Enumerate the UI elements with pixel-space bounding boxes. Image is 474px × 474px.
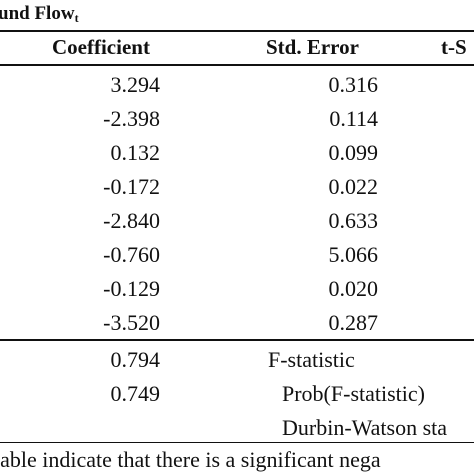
coefficient-cell: -2.398 (103, 106, 160, 131)
f-statistic-label: F-statistic (268, 347, 355, 372)
coefficient-cell: 3.294 (110, 72, 161, 97)
std-error-cell: 0.020 (328, 276, 379, 301)
r-squared-value: 0.794 (110, 347, 161, 372)
std-error-cell: 0.022 (328, 174, 379, 199)
header-rule (0, 64, 474, 66)
std-error-cell: 0.316 (328, 72, 379, 97)
coefficient-cell: 0.132 (110, 140, 161, 165)
std-error-cell: 0.099 (328, 140, 379, 165)
std-error-cell: 0.114 (329, 106, 378, 131)
header-t-statistic: t-S (441, 35, 467, 59)
coefficient-cell: -0.129 (103, 276, 160, 301)
coefficient-cell: -0.760 (103, 242, 160, 267)
body-text: table indicate that there is a significa… (0, 447, 381, 472)
coefficient-cell: -3.520 (103, 310, 160, 335)
table-title-main: und Flow (0, 3, 75, 24)
table-title-subscript: t (74, 11, 79, 25)
bottom-rule (0, 442, 474, 443)
adjusted-r-squared-value: 0.749 (110, 381, 161, 406)
header-coefficient: Coefficient (52, 35, 150, 59)
durbin-watson-label: Durbin-Watson sta (282, 415, 448, 440)
coefficient-cell: -2.840 (103, 208, 160, 233)
table-title: und Flowt (0, 4, 79, 24)
std-error-cell: 0.287 (328, 310, 379, 335)
coefficient-cell: -0.172 (103, 174, 160, 199)
prob-f-statistic-label: Prob(F-statistic) (282, 381, 425, 406)
top-rule (0, 30, 474, 32)
std-error-cell: 0.633 (328, 208, 379, 233)
body-rule (0, 339, 474, 341)
header-std-error: Std. Error (266, 35, 359, 59)
std-error-cell: 5.066 (328, 242, 379, 267)
